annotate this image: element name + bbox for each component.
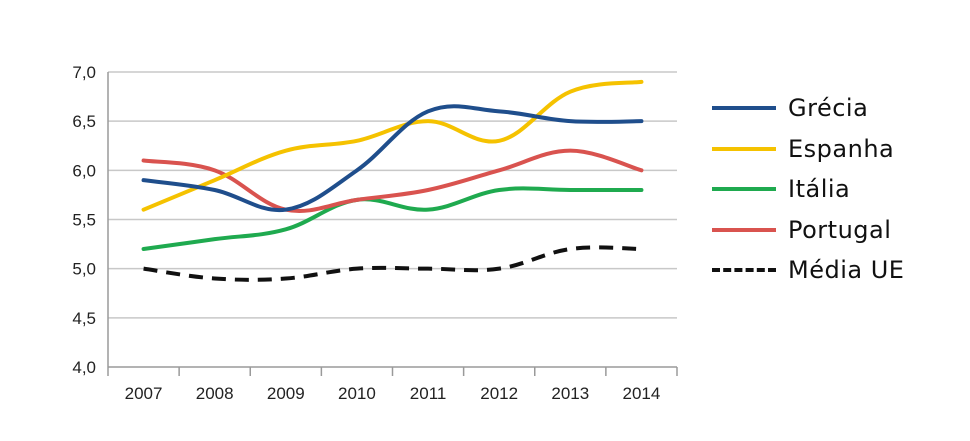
series-line-espanha	[141, 79, 644, 212]
series-lines	[141, 79, 644, 282]
legend-swatch	[712, 187, 776, 192]
y-tick-label: 6,5	[72, 112, 96, 131]
x-tick-label: 2014	[623, 384, 661, 403]
legend-swatch	[712, 227, 776, 232]
chart-legend: Grécia Espanha Itália Portugal Média UE	[712, 88, 904, 291]
legend-swatch	[712, 268, 776, 273]
legend-swatch	[712, 106, 776, 111]
legend-label: Espanha	[788, 134, 895, 163]
x-tick-label: 2013	[551, 384, 589, 403]
series-line-grecia	[141, 104, 644, 213]
legend-label: Itália	[788, 175, 851, 204]
legend-item: Média UE	[712, 250, 904, 291]
x-tick-label: 2011	[410, 384, 447, 403]
axes	[107, 72, 678, 376]
legend-item: Grécia	[712, 88, 904, 129]
series-line-media-ue	[143, 245, 642, 282]
tick-labels: 4,0 4,5 5,0 5,5 6,0 6,5 7,0 2007 2008 2009 2010 201…	[72, 63, 660, 403]
y-tick-label: 7,0	[72, 63, 96, 82]
y-tick-label: 5,5	[72, 211, 96, 230]
gridlines	[108, 71, 677, 319]
x-tick-label: 2007	[125, 384, 163, 403]
legend-item: Portugal	[712, 210, 904, 251]
x-tick-label: 2009	[267, 384, 305, 403]
legend-label: Média UE	[788, 256, 905, 285]
legend-label: Portugal	[788, 215, 892, 244]
legend-swatch	[712, 146, 776, 151]
x-tick-label: 2012	[480, 384, 518, 403]
y-tick-label: 4,0	[72, 358, 96, 377]
legend-label: Grécia	[788, 94, 869, 123]
x-tick-label: 2008	[196, 384, 234, 403]
y-tick-label: 4,5	[72, 309, 96, 328]
series-line-portugal	[141, 148, 644, 213]
x-tick-label: 2010	[338, 384, 376, 403]
y-tick-label: 6,0	[72, 161, 96, 180]
legend-item: Itália	[712, 169, 904, 210]
legend-item: Espanha	[712, 129, 904, 170]
y-tick-label: 5,0	[72, 260, 96, 279]
series-line-italia	[141, 186, 644, 251]
